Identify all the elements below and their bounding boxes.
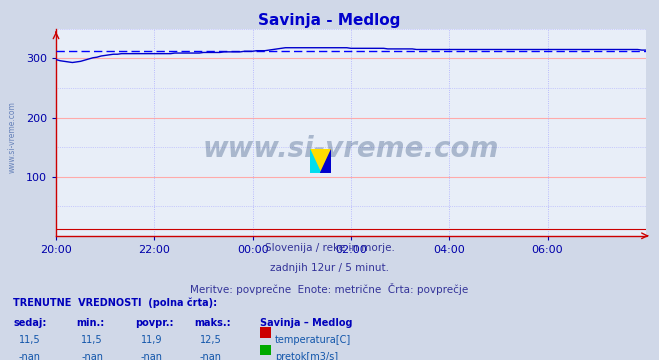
Text: pretok[m3/s]: pretok[m3/s] (275, 352, 338, 360)
Text: -nan: -nan (18, 352, 41, 360)
Text: min.:: min.: (76, 318, 104, 328)
Text: zadnjih 12ur / 5 minut.: zadnjih 12ur / 5 minut. (270, 263, 389, 273)
Text: temperatura[C]: temperatura[C] (275, 335, 351, 345)
Text: -nan: -nan (200, 352, 222, 360)
Polygon shape (310, 149, 320, 173)
Text: -nan: -nan (81, 352, 103, 360)
Text: www.si-vreme.com: www.si-vreme.com (203, 135, 499, 163)
Text: Savinja – Medlog: Savinja – Medlog (260, 318, 353, 328)
Text: -nan: -nan (140, 352, 163, 360)
Text: 11,5: 11,5 (19, 335, 40, 345)
Text: maks.:: maks.: (194, 318, 231, 328)
Text: Slovenija / reke in morje.: Slovenija / reke in morje. (264, 243, 395, 253)
Text: 12,5: 12,5 (200, 335, 222, 345)
Text: www.si-vreme.com: www.si-vreme.com (8, 101, 17, 173)
Text: sedaj:: sedaj: (13, 318, 47, 328)
Polygon shape (310, 149, 331, 173)
Text: TRENUTNE  VREDNOSTI  (polna črta):: TRENUTNE VREDNOSTI (polna črta): (13, 297, 217, 307)
Text: povpr.:: povpr.: (135, 318, 173, 328)
Text: Meritve: povprečne  Enote: metrične  Črta: povprečje: Meritve: povprečne Enote: metrične Črta:… (190, 283, 469, 294)
Text: 11,5: 11,5 (82, 335, 103, 345)
Text: Savinja - Medlog: Savinja - Medlog (258, 13, 401, 28)
Text: 11,9: 11,9 (141, 335, 162, 345)
Polygon shape (320, 149, 331, 173)
